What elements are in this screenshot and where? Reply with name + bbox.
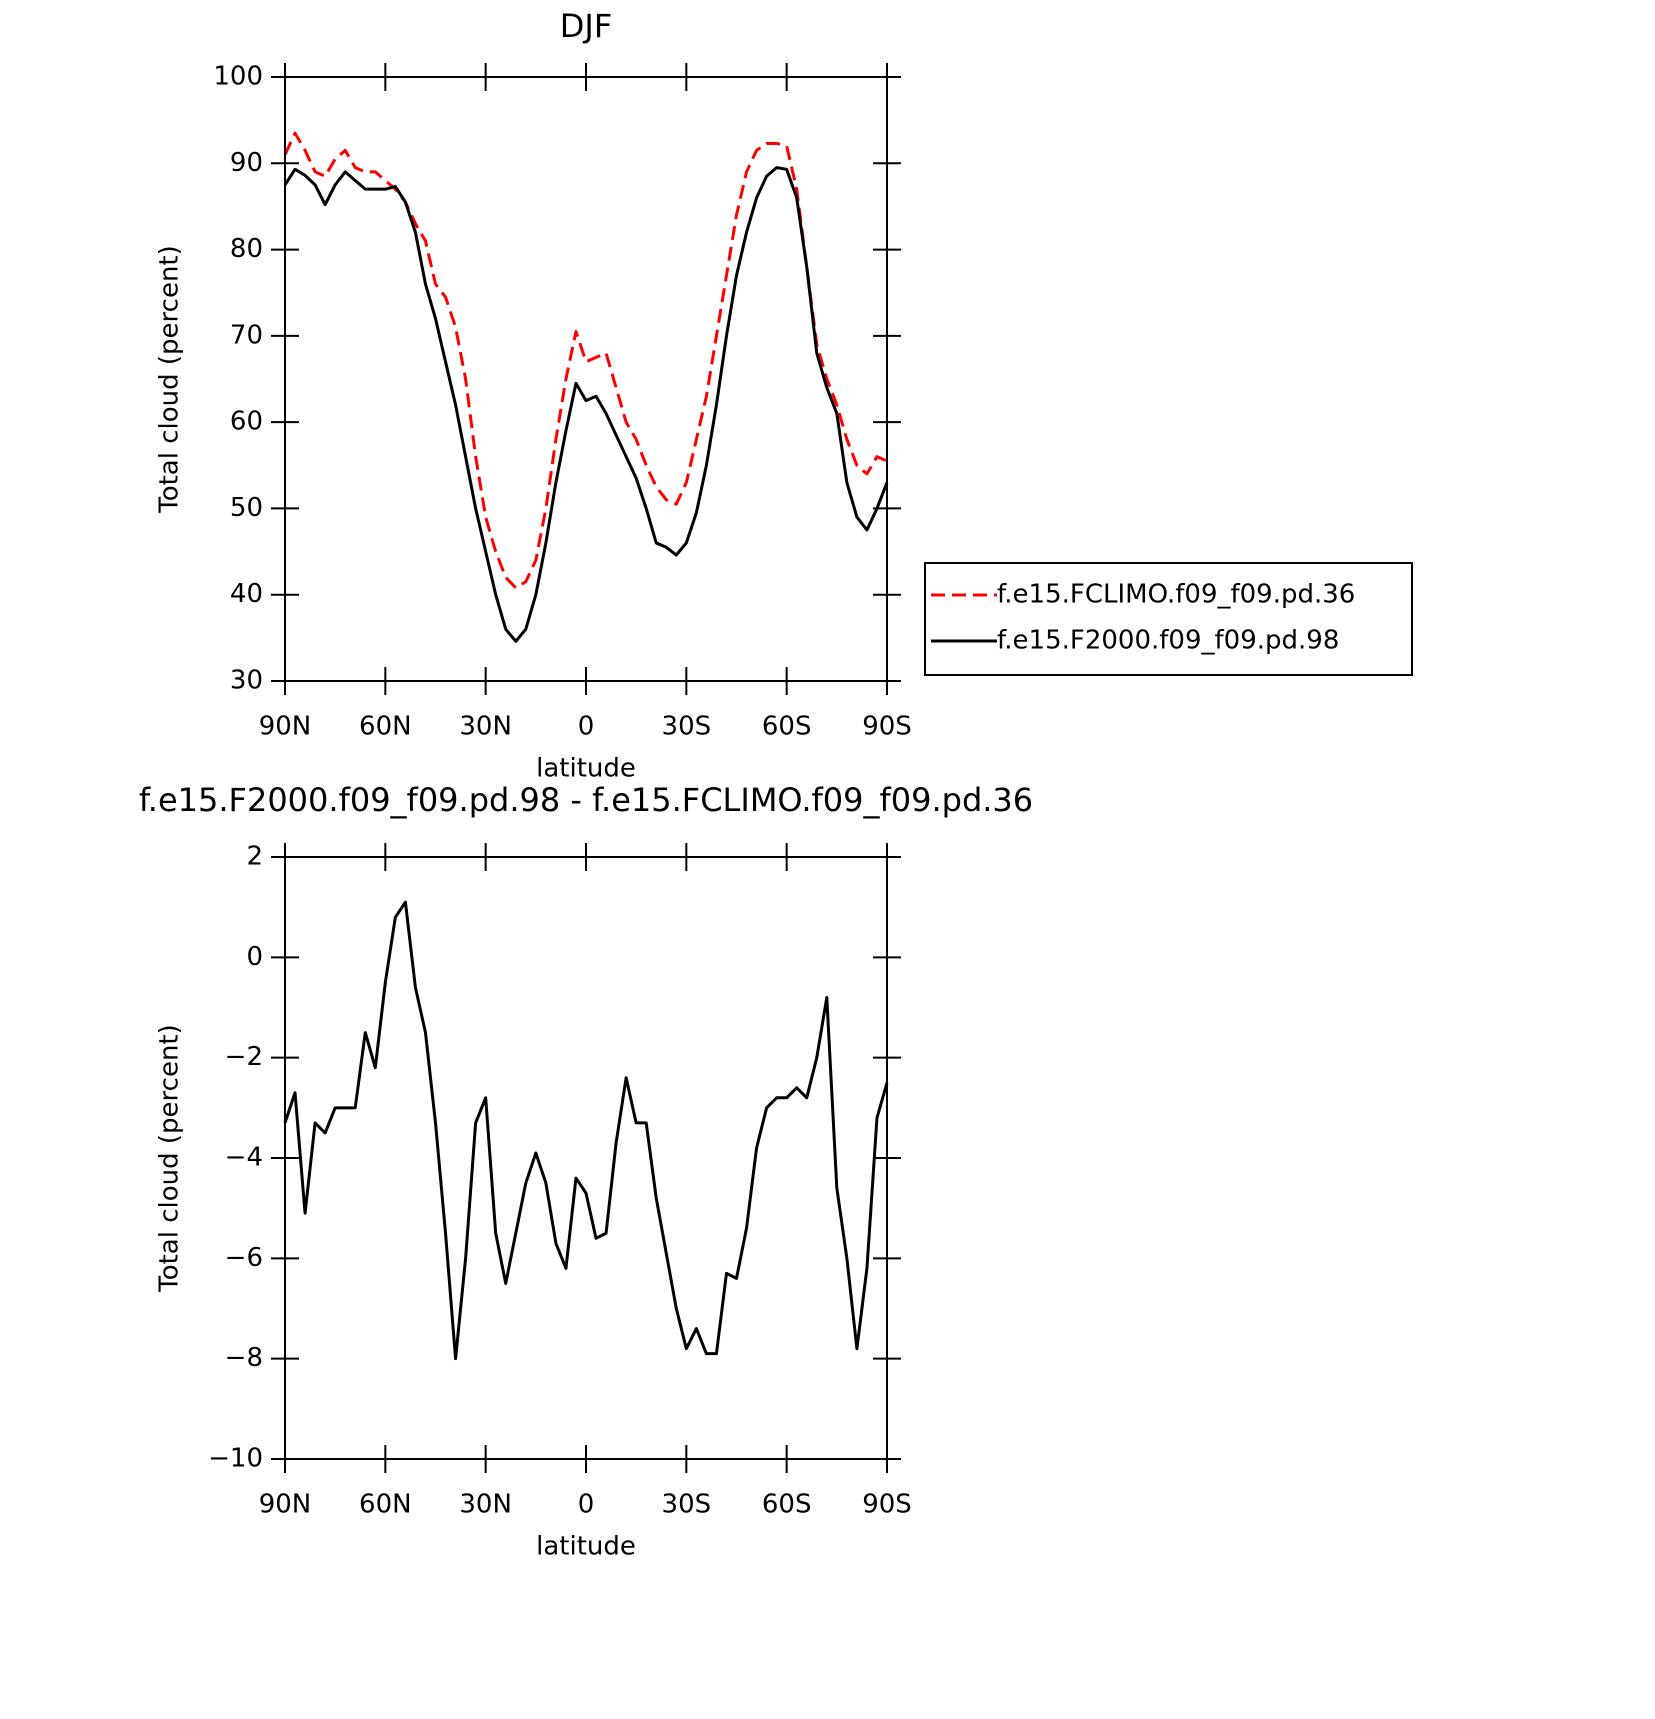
x-tick-label: 30S [662,712,712,742]
x-tick-label: 90S [862,712,912,742]
y-axis-label: Total cloud (percent) [155,245,185,514]
y-tick-label: 40 [230,579,263,609]
chart-title: f.e15.F2000.f09_f09.pd.98 - f.e15.FCLIMO… [139,781,1033,819]
y-tick-label: −2 [225,1042,263,1072]
y-tick-label: 90 [230,148,263,178]
legend-label: f.e15.FCLIMO.f09_f09.pd.36 [997,580,1355,610]
x-tick-label: 90S [862,1490,912,1520]
y-tick-label: −8 [225,1343,263,1373]
x-tick-label: 30N [459,1490,512,1520]
x-tick-label: 90N [259,1490,312,1520]
x-tick-label: 60N [359,1490,412,1520]
y-tick-label: 30 [230,666,263,696]
y-tick-label: 2 [246,842,263,872]
chart-title: DJF [560,7,612,45]
x-tick-label: 60S [762,712,812,742]
data-line [283,900,889,1361]
y-tick-label: 60 [230,407,263,437]
legend-label: f.e15.F2000.f09_f09.pd.98 [997,626,1339,656]
y-tick-label: 50 [230,493,263,523]
y-tick-label: 100 [213,62,263,92]
x-axis-label: latitude [536,754,636,784]
x-tick-label: 0 [578,712,595,742]
y-tick-label: −10 [208,1444,263,1474]
x-tick-label: 0 [578,1490,595,1520]
y-tick-label: −4 [225,1143,263,1173]
x-tick-label: 30N [459,712,512,742]
y-axis-label: Total cloud (percent) [155,1024,185,1293]
legend-box [924,562,1413,676]
y-tick-label: −6 [225,1243,263,1273]
plot-frame [284,856,888,1460]
plot-frame [284,76,888,682]
x-axis-label: latitude [536,1532,636,1562]
y-tick-label: 70 [230,320,263,350]
data-line [283,166,889,643]
x-tick-label: 60N [359,712,412,742]
x-tick-label: 60S [762,1490,812,1520]
y-tick-label: 80 [230,234,263,264]
y-tick-label: 0 [246,942,263,972]
x-tick-label: 30S [662,1490,712,1520]
x-tick-label: 90N [259,712,312,742]
